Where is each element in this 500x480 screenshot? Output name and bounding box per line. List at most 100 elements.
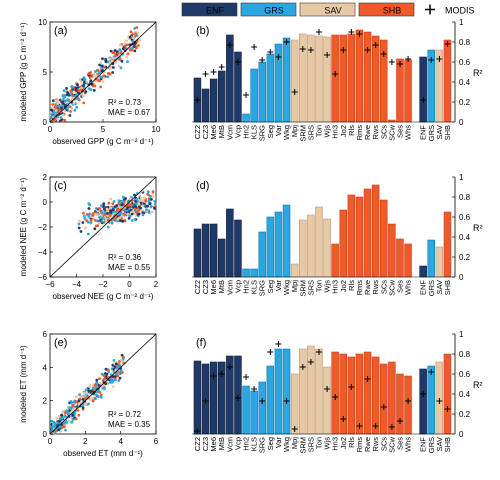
scatter-point bbox=[51, 99, 55, 103]
scatter-point bbox=[96, 224, 100, 228]
scatter-point bbox=[77, 399, 81, 403]
panel-label: (b) bbox=[196, 25, 209, 37]
y-axis-label: modeled GPP (g C m⁻² d⁻¹) bbox=[19, 22, 28, 121]
x-tick-label: 5 bbox=[101, 125, 106, 134]
scatter-point bbox=[60, 106, 63, 110]
scatter-point bbox=[82, 76, 86, 79]
bar-mtb bbox=[218, 70, 226, 123]
bar-wkg bbox=[282, 348, 291, 435]
y-tick-label: 0.2 bbox=[459, 98, 471, 107]
x-tick-label-grs: GRS bbox=[427, 437, 436, 453]
bar-grs bbox=[427, 239, 435, 278]
bar-var bbox=[274, 348, 283, 435]
x-tick-label-scw: SCw bbox=[387, 436, 396, 452]
scatter-point bbox=[124, 197, 127, 200]
scatter-point bbox=[116, 207, 120, 211]
x-tick-label-srs: SRS bbox=[306, 125, 315, 140]
x-tick-label-seg: Seg bbox=[266, 280, 275, 293]
bar-enf bbox=[419, 368, 427, 435]
x-tick-label: 0 bbox=[48, 437, 53, 446]
y-tick-label: −6 bbox=[38, 273, 48, 282]
scatter-point bbox=[93, 84, 97, 88]
x-tick-label-rwe: Rwe bbox=[363, 125, 372, 140]
modis-marker-srg bbox=[259, 57, 266, 63]
x-tick-label: 6 bbox=[154, 437, 159, 446]
modis-marker-ton bbox=[316, 29, 322, 35]
y-tick-label: 0.2 bbox=[459, 410, 471, 419]
x-tick-label-sav: SAV bbox=[435, 125, 444, 139]
x-tick-label-jo2: Jo2 bbox=[339, 437, 348, 449]
x-tick-label-hn3: Hn3 bbox=[331, 125, 340, 139]
scatter-point bbox=[107, 71, 110, 75]
scatter-point bbox=[104, 218, 108, 221]
scatter-point bbox=[104, 382, 108, 385]
scatter-point bbox=[100, 75, 103, 79]
scatter-point bbox=[96, 389, 100, 393]
scatter-point bbox=[53, 114, 56, 117]
bar-seg bbox=[266, 365, 275, 435]
x-tick-label: 0 bbox=[127, 280, 132, 289]
scatter-point bbox=[133, 218, 137, 221]
x-tick-label-hn2: Hn2 bbox=[242, 125, 251, 139]
scatter-point bbox=[124, 202, 128, 205]
scatter-point bbox=[133, 49, 137, 53]
y-tick-label: 6 bbox=[43, 330, 48, 339]
scatter-point bbox=[82, 211, 85, 215]
bar-seg bbox=[266, 216, 275, 278]
scatter-point bbox=[123, 41, 127, 45]
scatter-point bbox=[60, 416, 64, 420]
scatter-point bbox=[97, 216, 101, 219]
legend-swatch-sav bbox=[299, 2, 356, 17]
legend-label-enf: ENF bbox=[206, 6, 225, 16]
scatter-point bbox=[106, 75, 110, 79]
scatter-point bbox=[119, 66, 123, 70]
scatter-point bbox=[130, 48, 134, 52]
modis-marker-shb bbox=[444, 41, 451, 47]
x-tick-label-mtb: MtB bbox=[217, 437, 226, 450]
bar-scs bbox=[379, 363, 388, 435]
x-tick-label-srs: SRS bbox=[306, 437, 315, 452]
scatter-point bbox=[74, 86, 78, 90]
modis-marker-mtb bbox=[218, 64, 225, 70]
x-tick-label-rms: Rms bbox=[355, 125, 364, 141]
scatter-point bbox=[147, 193, 151, 197]
scatter-point bbox=[55, 429, 58, 433]
scatter-point bbox=[112, 66, 115, 69]
scatter-point bbox=[101, 57, 104, 61]
scatter-point bbox=[102, 76, 106, 79]
bar-scw bbox=[388, 223, 396, 278]
modis-marker-enf bbox=[420, 97, 427, 103]
scatter-point bbox=[70, 85, 74, 89]
scatter-point bbox=[135, 197, 139, 201]
scatter-point bbox=[70, 420, 74, 424]
x-tick-label-mpj: Mpj bbox=[290, 280, 299, 292]
y-axis-label: R² bbox=[473, 68, 483, 78]
scatter-point bbox=[101, 80, 105, 83]
x-tick-label-vcm: Vcm bbox=[225, 280, 234, 295]
modis-marker-jo2 bbox=[340, 416, 347, 422]
annotation-mae: MAE = 0.55 bbox=[108, 263, 151, 272]
one-to-one-line bbox=[49, 21, 157, 123]
y-tick-label: 10 bbox=[38, 18, 47, 27]
bar-seg bbox=[266, 53, 275, 123]
bar-panel-2: CZ2 CZ3 Me6 MtB Vcm Vcp Hn2 KLS SRG Seg Var Wkg Mpj S… bbox=[192, 330, 483, 454]
panel-label: (c) bbox=[54, 180, 67, 192]
scatter-point bbox=[92, 74, 96, 77]
modis-marker-mpj bbox=[291, 89, 298, 95]
annotation-mae: MAE = 0.67 bbox=[108, 108, 151, 117]
scatter-point bbox=[77, 413, 81, 417]
bar-kls bbox=[250, 268, 258, 278]
scatter-point bbox=[118, 48, 122, 51]
x-tick-label-cz2: CZ2 bbox=[193, 280, 202, 294]
scatter-point bbox=[62, 425, 66, 429]
y-tick-label: 0.4 bbox=[459, 233, 471, 242]
scatter-point bbox=[89, 221, 93, 225]
x-tick-label-srm: SRM bbox=[298, 280, 307, 297]
scatter-point bbox=[109, 66, 112, 70]
bar-mpj bbox=[290, 263, 299, 278]
bar-me6 bbox=[209, 78, 218, 123]
scatter-point bbox=[91, 399, 95, 403]
scatter-point bbox=[109, 49, 113, 53]
scatter-point bbox=[100, 69, 104, 72]
scatter-point bbox=[126, 52, 130, 55]
